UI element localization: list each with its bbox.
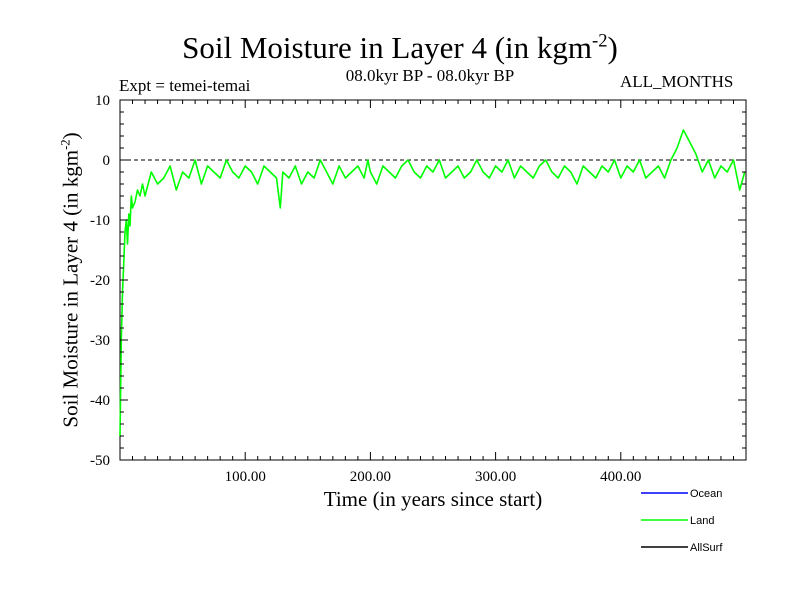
series-line-land [119,129,746,437]
y-axis-ticks: 10 0 -10 -20 -30 -40 -50 [90,93,746,469]
y-axis-label: Soil Moisture in Layer 4 (in kgm-2) [58,132,83,428]
x-tick-label: 100.00 [225,469,266,485]
y-tick-label: -30 [90,333,110,349]
y-tick-label: -50 [90,453,110,469]
legend-label-land: Land [690,515,714,527]
x-axis-label: Time (in years since start) [323,487,543,511]
chart-title: Soil Moisture in Layer 4 (in kgm-2) [182,30,618,65]
x-tick-label: 300.00 [475,469,516,485]
experiment-label: Expt = temei-temai [119,76,251,95]
legend: Ocean Land AllSurf [641,488,723,554]
y-tick-label: 0 [103,153,111,169]
x-axis-ticks: 100.00 200.00 300.00 400.00 [132,100,734,485]
legend-label-allsurf: AllSurf [690,542,723,554]
series-group [119,129,746,437]
plot-area-frame [119,99,747,461]
y-tick-label: -40 [90,393,110,409]
y-tick-label: -10 [90,213,110,229]
legend-label-ocean: Ocean [690,488,722,500]
x-tick-label: 200.00 [350,469,391,485]
months-label: ALL_MONTHS [620,72,734,91]
chart-subtitle: 08.0kyr BP - 08.0kyr BP [345,66,515,85]
y-tick-label: 10 [95,93,110,109]
y-tick-label: -20 [90,273,110,289]
x-tick-label: 400.00 [600,469,641,485]
